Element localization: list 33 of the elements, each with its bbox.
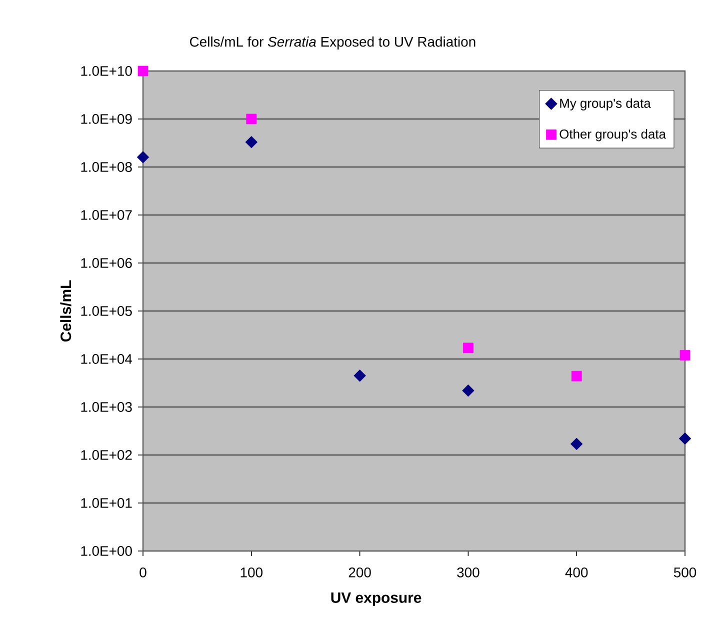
- point: [136, 151, 150, 164]
- x-tick-label: 400: [565, 567, 588, 578]
- y-tick-label: 1.0E+09: [81, 114, 132, 124]
- y-tick-label: 1.0E+04: [81, 354, 132, 364]
- y-tick-label: 1.0E+05: [81, 306, 132, 316]
- y-tick-label: 1.0E+03: [81, 402, 132, 412]
- y-tick-label: 1.0E+10: [81, 66, 132, 76]
- point: [678, 432, 692, 445]
- x-tick-label: 100: [240, 567, 262, 578]
- point: [462, 384, 474, 397]
- y-tick-label: 1.0E+06: [81, 258, 132, 268]
- y-axis-title: Cells/mL: [60, 280, 72, 342]
- y-tick-label: 1.0E+07: [81, 210, 132, 220]
- x-tick-label: 0: [140, 567, 146, 578]
- point: [138, 66, 148, 76]
- point: [245, 136, 258, 148]
- x-tick-label: 300: [457, 567, 480, 578]
- point: [571, 370, 582, 382]
- y-tick-label: 1.0E+00: [81, 546, 132, 556]
- legend-label: Other group's data: [560, 129, 666, 142]
- x-tick-label: 200: [348, 567, 371, 578]
- x-tick-label: 500: [674, 567, 696, 578]
- legend-label: My group's data: [560, 98, 651, 110]
- point: [246, 114, 257, 124]
- point: [570, 438, 583, 450]
- y-tick-label: 1.0E+02: [81, 450, 132, 460]
- y-tick-label: 1.0E+01: [81, 498, 132, 508]
- point: [680, 350, 690, 360]
- point: [463, 342, 474, 354]
- chart-title: Cells/mL for Serratia Exposed to UV Radiation: [190, 36, 476, 50]
- point: [354, 370, 366, 382]
- x-axis-title: UV exposure: [331, 592, 422, 606]
- y-tick-label: 1.0E+08: [81, 162, 132, 172]
